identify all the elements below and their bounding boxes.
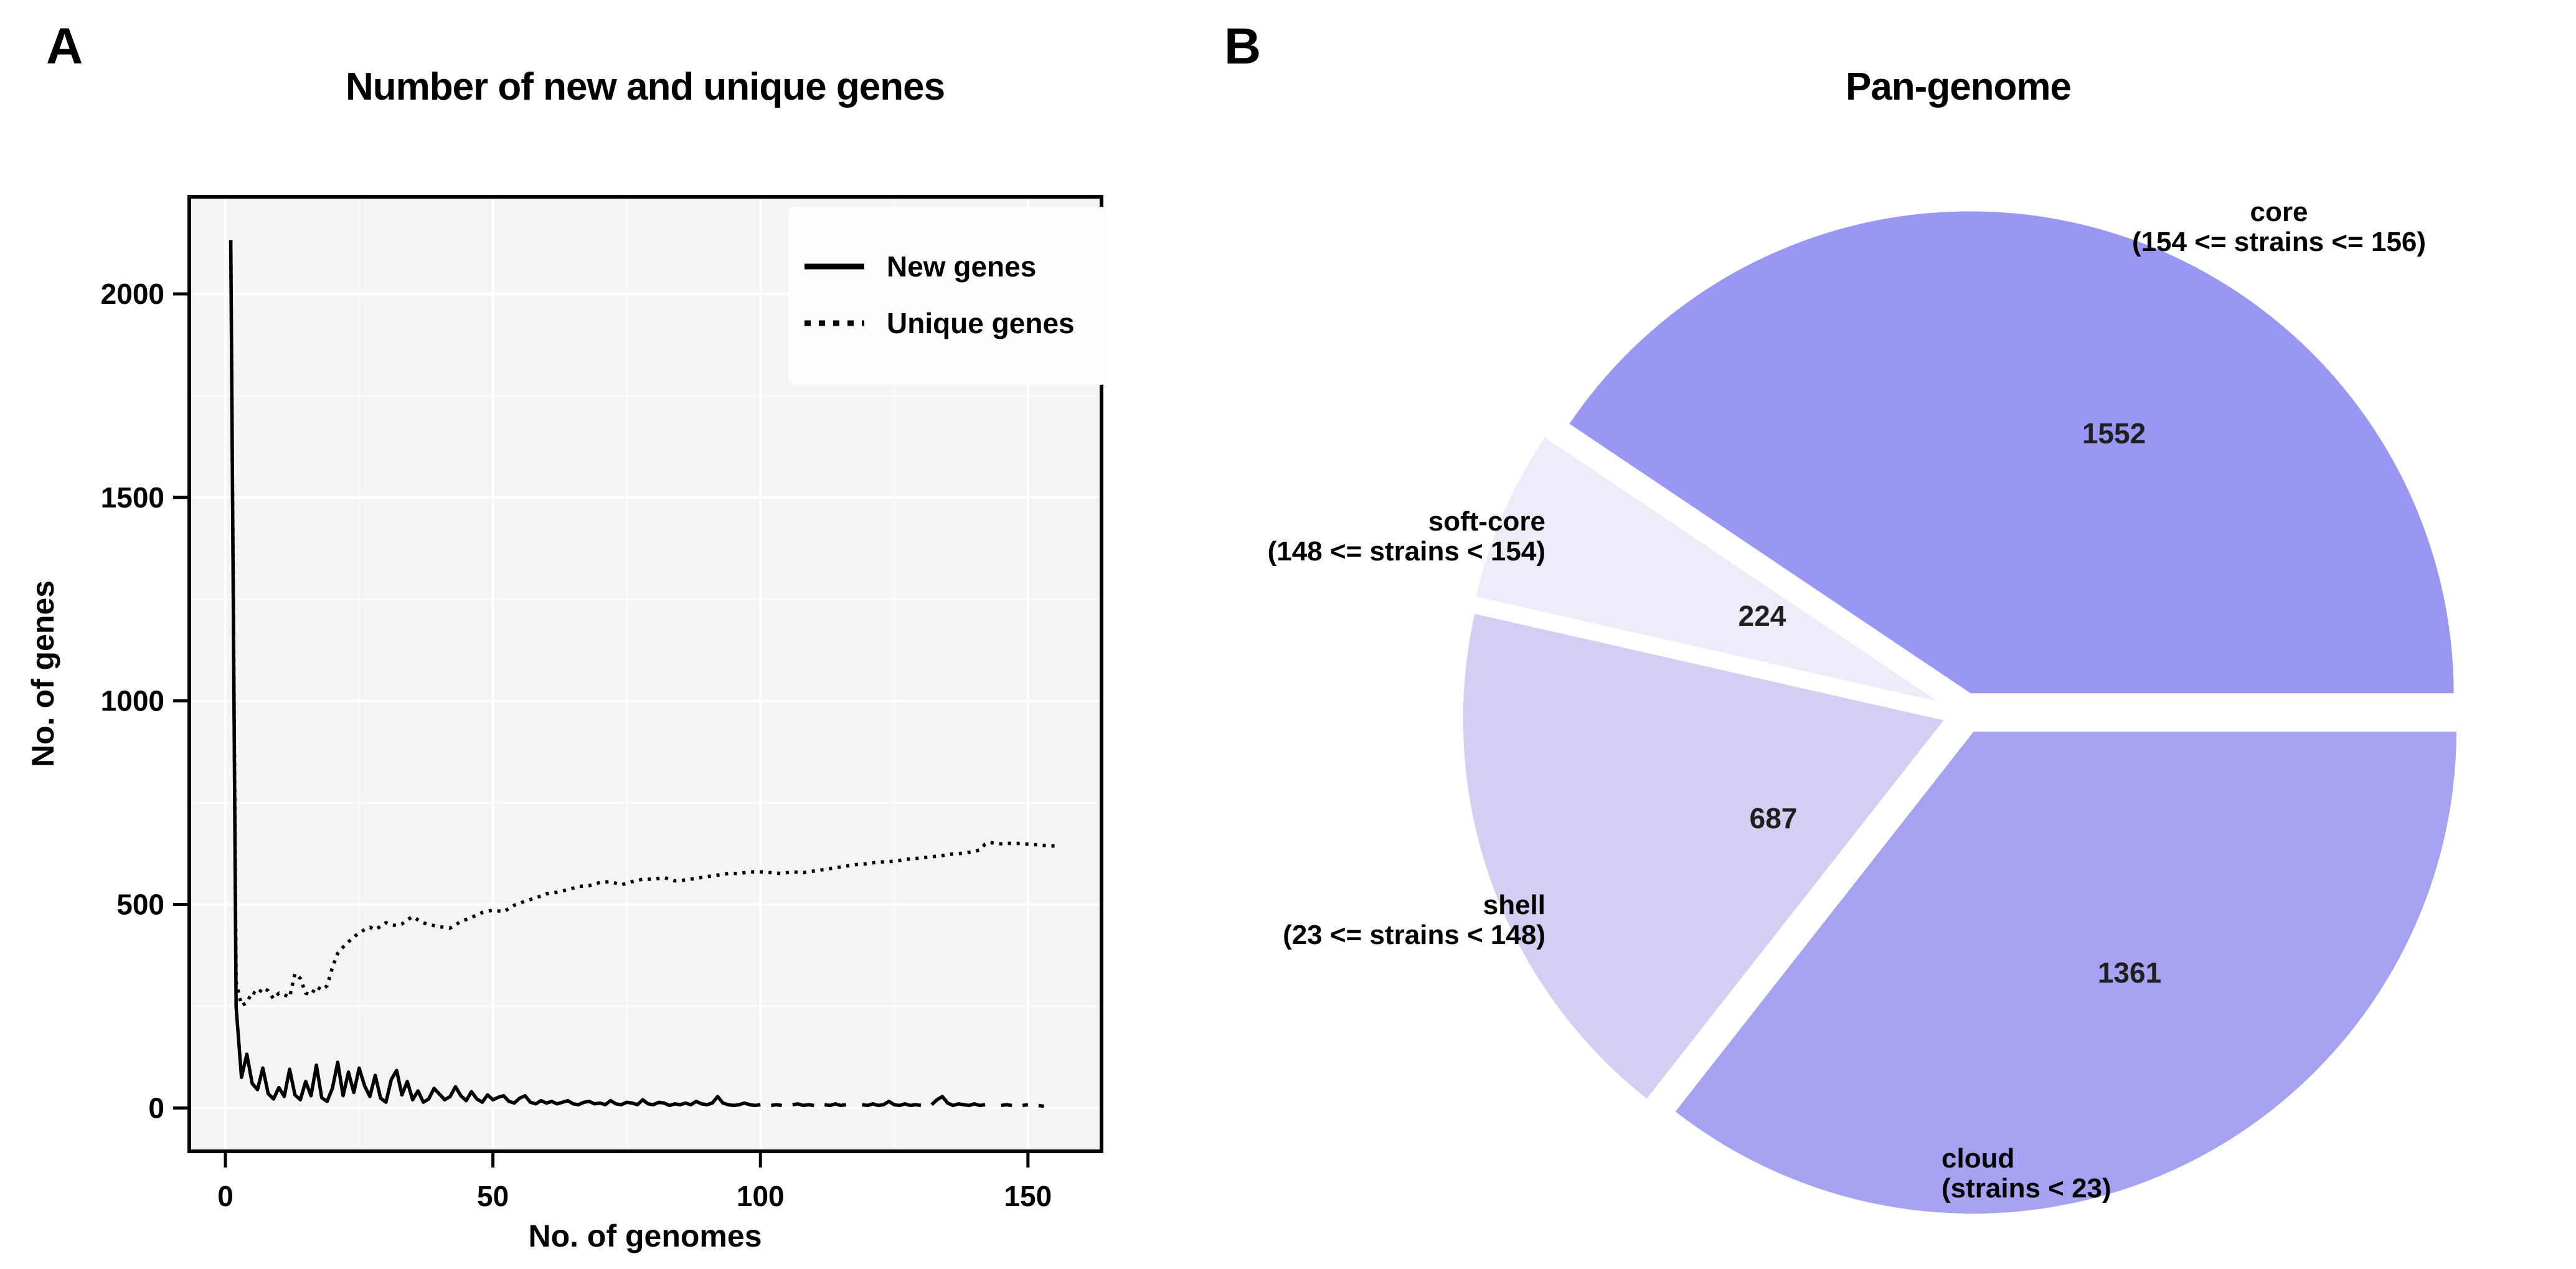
x-tick-label: 0	[217, 1180, 234, 1212]
data-curves	[231, 240, 1060, 1106]
y-tick-label: 2000	[101, 278, 164, 310]
panel-a-letter: A	[46, 18, 83, 75]
pie-slice-label-shell: shell (23 <= strains < 148)	[1283, 890, 1545, 950]
x-axis-label: No. of genomes	[528, 1219, 762, 1253]
panel-b-letter: B	[1224, 18, 1261, 75]
pie-slice-shell	[1459, 610, 1949, 1103]
pie-value-core: 1552	[2082, 417, 2146, 450]
legend: New genes Unique genes	[788, 207, 1107, 385]
series-unique-genes	[229, 240, 1060, 1007]
pie-value-soft-core: 224	[1739, 600, 1786, 632]
y-tick-label: 1500	[101, 481, 164, 514]
pie-slice-core	[1565, 207, 2458, 697]
pie-slice-cloud	[1671, 728, 2461, 1218]
pie-slice-label-soft-core: soft-core (148 <= strains < 154)	[1268, 506, 1545, 567]
y-tick-label: 1000	[101, 685, 164, 717]
y-tick-label: 500	[116, 888, 164, 920]
legend-box	[788, 207, 1107, 385]
plot-border	[187, 195, 1103, 1153]
legend-label: Unique genes	[887, 307, 1075, 339]
pie-slice-label-core: core (154 <= strains <= 156)	[2132, 197, 2426, 257]
x-tick-label: 100	[737, 1180, 785, 1212]
pie-value-cloud: 1361	[2098, 956, 2161, 989]
pie-slice-label-cloud: cloud (strains < 23)	[1941, 1143, 2111, 1204]
y-tick-label: 0	[148, 1092, 164, 1124]
panel-b-title: Pan-genome	[1846, 65, 2071, 108]
pie-slice-soft-core	[1471, 433, 1950, 708]
y-axis-label: No. of genes	[26, 580, 60, 767]
pie-value-shell: 687	[1750, 802, 1798, 834]
legend-label: New genes	[887, 250, 1036, 283]
x-tick-label: 150	[1004, 1180, 1052, 1212]
x-tick-label: 50	[477, 1180, 509, 1212]
panel-a-title: Number of new and unique genes	[346, 65, 945, 108]
pie-chart: 1552 core (154 <= strains <= 156) 224 soft-c…	[1268, 197, 2461, 1218]
